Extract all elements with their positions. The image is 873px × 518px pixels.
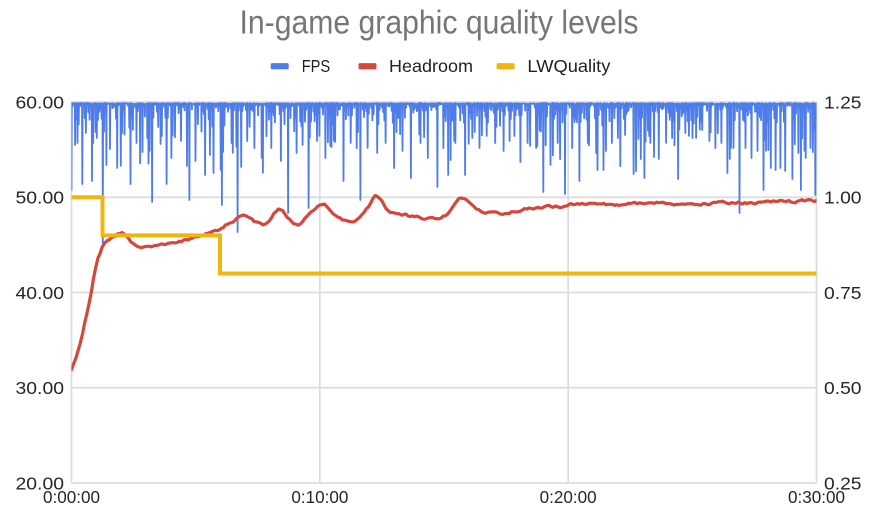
svg-text:30.00: 30.00	[16, 378, 65, 398]
svg-text:1.00: 1.00	[824, 188, 862, 208]
svg-text:0:10:00: 0:10:00	[291, 487, 348, 507]
svg-text:0:00:00: 0:00:00	[43, 487, 100, 507]
svg-text:Headroom: Headroom	[389, 56, 473, 76]
svg-text:0.50: 0.50	[824, 378, 862, 398]
svg-text:40.00: 40.00	[16, 283, 65, 303]
svg-text:FPS: FPS	[302, 56, 331, 76]
svg-text:0.25: 0.25	[824, 473, 862, 493]
svg-text:In-game graphic quality levels: In-game graphic quality levels	[240, 4, 639, 41]
svg-text:LWQuality: LWQuality	[527, 56, 610, 76]
svg-text:1.25: 1.25	[824, 92, 862, 112]
svg-text:60.00: 60.00	[16, 92, 65, 112]
svg-text:20.00: 20.00	[16, 473, 65, 493]
svg-text:0:20:00: 0:20:00	[540, 487, 597, 507]
svg-text:50.00: 50.00	[16, 188, 65, 208]
svg-text:0:30:00: 0:30:00	[788, 487, 845, 507]
svg-text:0.75: 0.75	[824, 283, 862, 303]
